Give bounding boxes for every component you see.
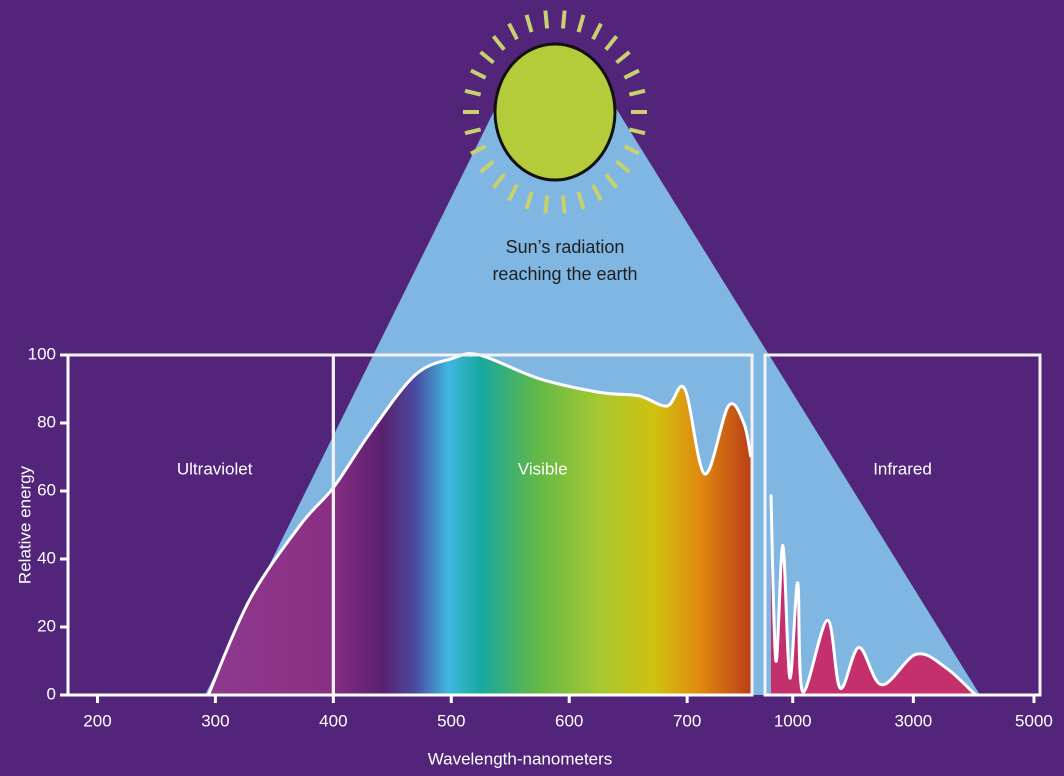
annotation: Sun’s radiation [506,237,625,257]
x-tick-label: 700 [673,711,701,730]
x-tick-label: 1000 [774,711,812,730]
sun [495,44,615,180]
y-tick-label: 60 [37,480,56,499]
x-tick-label: 5000 [1015,711,1053,730]
sun-ray [545,196,547,214]
x-tick-label: 3000 [894,711,932,730]
sun-ray [545,11,547,29]
annotation: reaching the earth [492,264,637,284]
y-tick-label: 20 [37,616,56,635]
region-label: Infrared [873,459,932,478]
y-tick-label: 80 [37,412,56,431]
x-axis-label: Wavelength-nanometers [428,749,613,768]
sun-ray [563,196,565,214]
x-tick-label: 400 [319,711,347,730]
y-tick-label: 100 [28,344,56,363]
x-tick-label: 600 [555,711,583,730]
y-tick-label: 0 [47,684,56,703]
x-tick-label: 300 [201,711,229,730]
sun-ray [563,11,565,29]
region-label: Visible [518,459,568,478]
y-tick-label: 40 [37,548,56,567]
x-tick-label: 200 [83,711,111,730]
region-label: Ultraviolet [177,459,253,478]
x-tick-label: 500 [437,711,465,730]
y-axis-label: Relative energy [15,465,34,584]
chart: Sun’s radiation reaching the earth Ultra… [0,0,1064,776]
